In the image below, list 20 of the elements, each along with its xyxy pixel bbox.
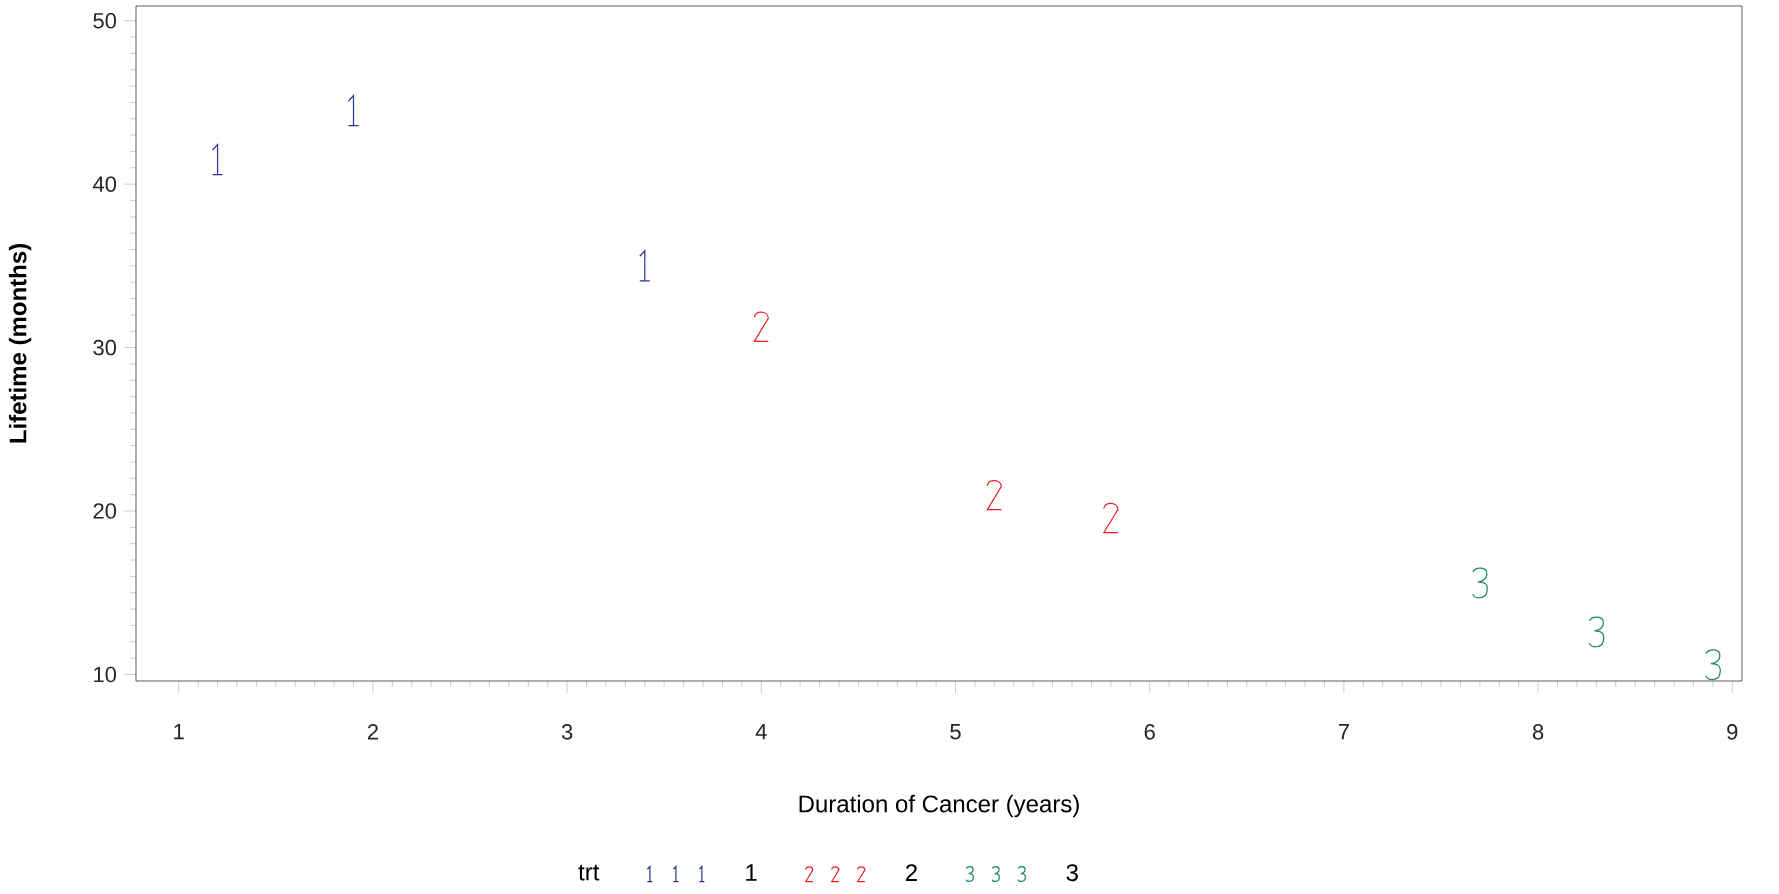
legend-label: 2 (905, 864, 917, 881)
x-tick-label: 8 (1532, 724, 1544, 740)
x-tick-label: 7 (1338, 724, 1349, 740)
x-tick-label: 3 (561, 724, 573, 740)
x-tick-label: 9 (1727, 724, 1738, 740)
y-tick-label: 20 (93, 503, 117, 519)
x-tick-label: 2 (367, 724, 378, 740)
x-tick-label: 4 (755, 724, 767, 740)
y-tick-label: 30 (93, 339, 117, 356)
x-axis-title: Duration of Cancer (years) (799, 794, 1079, 818)
x-tick-label: 6 (1144, 724, 1155, 740)
y-axis-title: Lifetime (months) (8, 244, 32, 443)
x-tick-label: 5 (950, 724, 961, 740)
y-tick-label: 50 (93, 12, 117, 29)
legend-label: 3 (1066, 864, 1078, 882)
x-tick-label: 1 (174, 724, 184, 740)
legend-label: 1 (746, 864, 757, 881)
y-tick-label: 40 (92, 176, 117, 192)
legend-title: trt (578, 864, 600, 881)
y-tick-label: 10 (94, 666, 117, 683)
